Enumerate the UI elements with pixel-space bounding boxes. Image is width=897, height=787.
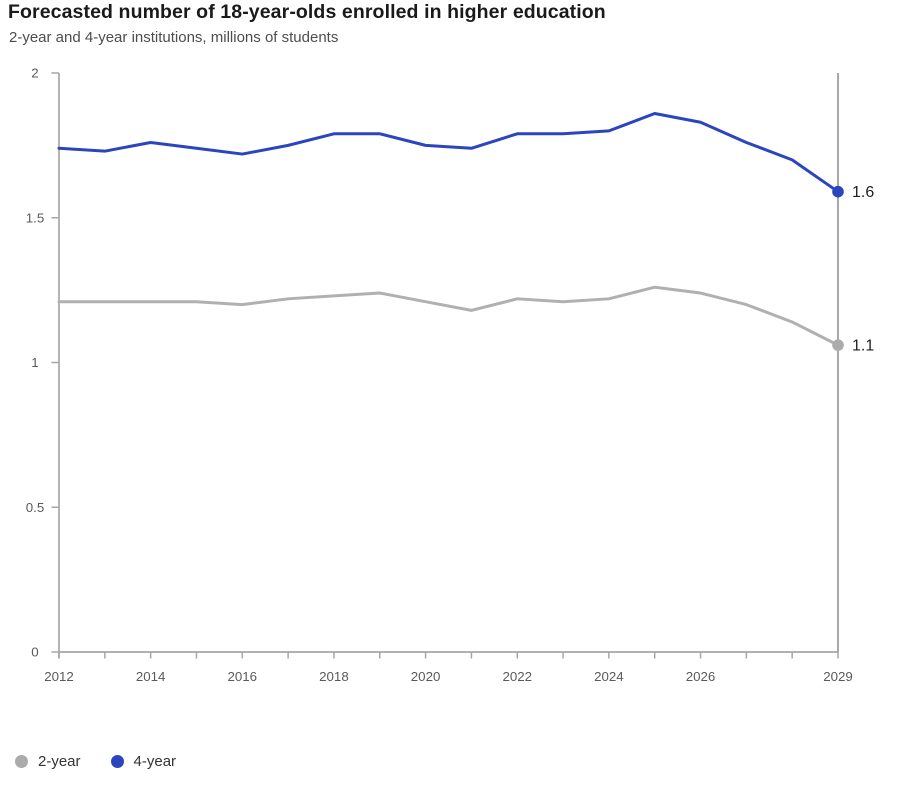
x-tick-label: 2024 bbox=[594, 669, 624, 684]
x-tick-label: 2012 bbox=[44, 669, 74, 684]
y-tick-label: 0 bbox=[31, 645, 38, 660]
x-tick-label: 2016 bbox=[227, 669, 257, 684]
x-tick-label: 2014 bbox=[136, 669, 166, 684]
y-tick-label: 2 bbox=[31, 66, 38, 81]
legend-item-4-year: 4-year bbox=[110, 753, 177, 770]
chart-subtitle: 2-year and 4-year institutions, millions… bbox=[9, 29, 339, 46]
2-year-dot-icon bbox=[15, 755, 28, 768]
y-tick-label: 0.5 bbox=[26, 500, 45, 515]
2-year-end-label: 1.1 bbox=[852, 338, 874, 355]
2-year-line bbox=[57, 285, 840, 347]
legend-label-4-year: 4-year bbox=[133, 753, 177, 770]
2-year-end-dot bbox=[832, 339, 844, 351]
chart-svg: 0 0.5 1 1.5 2 2012 2014 2016 2018 2020 2022 2024 202… bbox=[26, 66, 875, 685]
x-tick-label: 2018 bbox=[319, 669, 349, 684]
x-tick-label: 2026 bbox=[686, 669, 716, 684]
x-tick-label: 2022 bbox=[502, 669, 532, 684]
legend-item-2-year: 2-year bbox=[15, 753, 81, 770]
y-tick-label: 1 bbox=[31, 355, 38, 370]
4-year-end-label: 1.6 bbox=[852, 184, 874, 201]
legend: 2-year 4-year bbox=[15, 753, 176, 770]
4-year-dot-icon bbox=[110, 755, 124, 768]
x-tick-label: 2029 bbox=[823, 669, 853, 684]
legend-label-2-year: 2-year bbox=[38, 753, 81, 770]
4-year-line bbox=[57, 112, 840, 194]
4-year-end-dot bbox=[832, 185, 844, 198]
chart-title: Forecasted number of 18-year-olds enroll… bbox=[8, 1, 606, 23]
y-tick-label: 1.5 bbox=[26, 210, 45, 225]
x-tick-label: 2020 bbox=[411, 669, 441, 684]
